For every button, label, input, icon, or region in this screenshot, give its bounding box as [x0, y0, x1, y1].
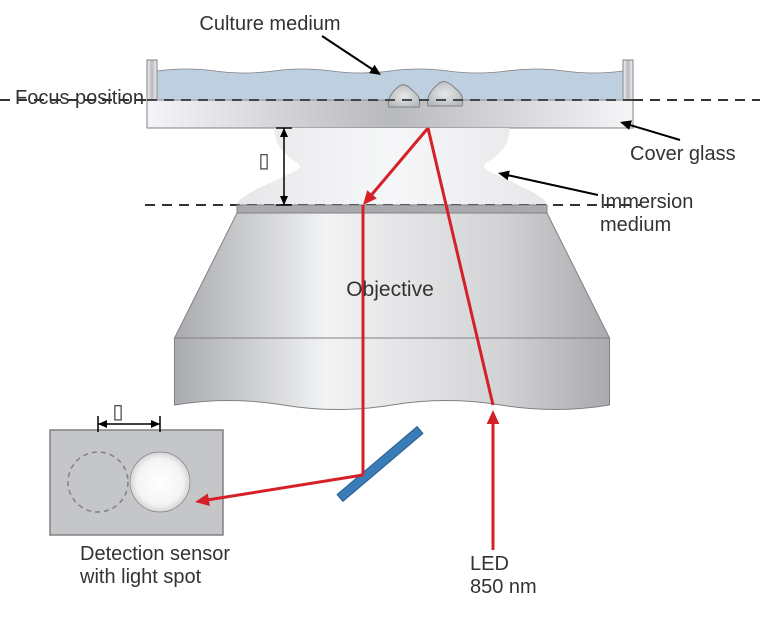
delta-x-arrow-l-head	[98, 420, 107, 428]
objective-cone	[175, 213, 610, 338]
dichroic-mirror	[337, 427, 423, 502]
led-arrow-head	[487, 410, 500, 424]
label-cover-glass: Cover glass	[630, 143, 736, 165]
label-delta-z: ▯	[258, 150, 269, 172]
label-led: 850 nm	[470, 576, 537, 598]
optical-diagram: Culture medium Focus position Cover glass I…	[0, 0, 768, 623]
arrow-culture-medium	[322, 36, 375, 71]
label-led: LED	[470, 553, 509, 575]
label-detection-sensor: with light spot	[79, 566, 202, 588]
label-delta-x: ▯	[112, 401, 123, 423]
label-objective: Objective	[346, 278, 434, 301]
label-detection-sensor: Detection sensor	[80, 543, 230, 565]
objective-barrel	[175, 338, 610, 410]
delta-x-arrow-r-head	[151, 420, 160, 428]
objective-ring	[237, 205, 547, 213]
culture-medium	[157, 69, 623, 100]
label-immersion-medium: Immersion	[600, 191, 693, 213]
label-culture-medium: Culture medium	[199, 13, 340, 35]
label-focus-position: Focus position	[15, 87, 144, 109]
sensor-light-spot	[130, 452, 190, 512]
label-immersion-medium: medium	[600, 214, 671, 236]
arrow-cover-glass	[626, 124, 680, 140]
